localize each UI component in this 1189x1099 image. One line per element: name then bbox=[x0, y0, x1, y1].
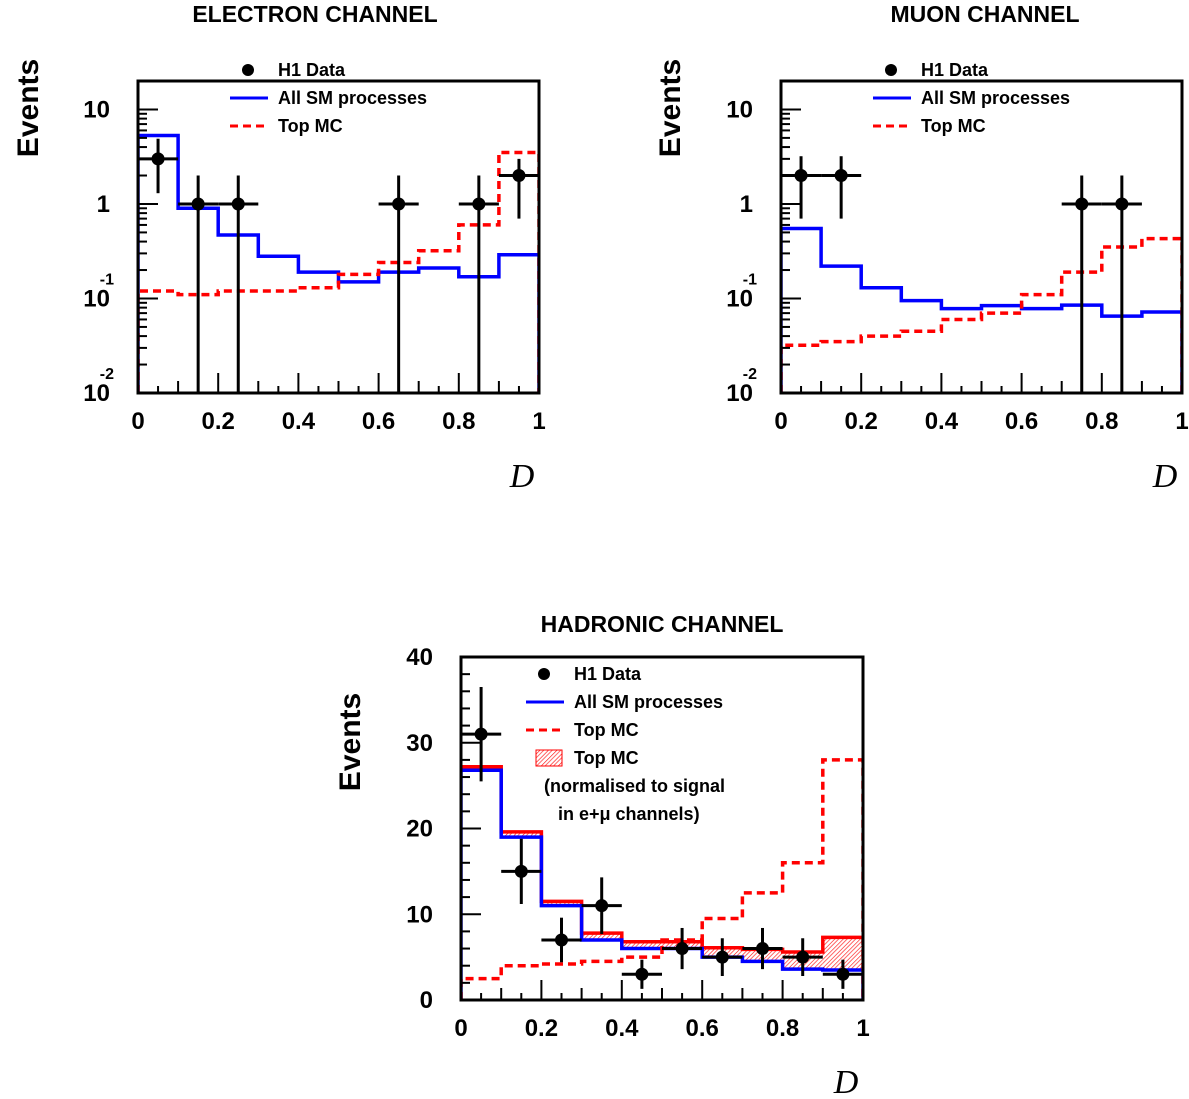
hadronic-channel-panel: HADRONIC CHANNEL Events D 0 0.2 0.4 0.6 0.8 1… bbox=[334, 611, 870, 1099]
x-tick-label: 1 bbox=[1175, 408, 1188, 435]
data-point bbox=[555, 933, 568, 947]
legend-data-marker bbox=[885, 64, 897, 76]
data-point bbox=[796, 950, 810, 964]
legend-label: H1 Data bbox=[574, 664, 642, 684]
y-tick-label: 1 bbox=[97, 191, 110, 218]
legend-data-marker bbox=[538, 668, 550, 680]
legend-label: Top MC bbox=[921, 116, 986, 136]
x-tick-label: 1 bbox=[856, 1015, 869, 1042]
panel-title: HADRONIC CHANNEL bbox=[541, 611, 784, 637]
data-point bbox=[595, 899, 609, 913]
data-point bbox=[474, 727, 488, 741]
y-axis-label: Events bbox=[654, 59, 687, 157]
y-tick-label: 10 bbox=[83, 96, 110, 123]
data-point bbox=[514, 864, 528, 878]
legend-label: All SM processes bbox=[278, 88, 427, 108]
electron-channel-panel: ELECTRON CHANNEL Events D 0 0.2 0.4 0.6 0.8 1… bbox=[12, 1, 546, 495]
legend-band-swatch bbox=[535, 749, 563, 767]
data-point bbox=[191, 197, 205, 211]
y-axis-label: Events bbox=[12, 59, 45, 157]
legend-label: (normalised to signal bbox=[544, 776, 725, 796]
y-tick-label: 30 bbox=[406, 730, 433, 757]
top-mc-line bbox=[138, 150, 539, 393]
y-tick-label: 10 bbox=[83, 285, 110, 312]
x-tick-label: 0.8 bbox=[1085, 408, 1118, 435]
x-tick-label: 0.6 bbox=[686, 1015, 719, 1042]
legend-label: Top MC bbox=[574, 720, 639, 740]
legend-label: All SM processes bbox=[574, 692, 723, 712]
data-point bbox=[675, 942, 689, 956]
x-tick-label: 0.2 bbox=[845, 408, 878, 435]
legend-data-marker bbox=[242, 64, 254, 76]
data-point bbox=[1115, 197, 1129, 211]
y-tick-label: 40 bbox=[406, 644, 433, 671]
y-tick-label: 10 bbox=[726, 285, 753, 312]
x-tick-label: 0 bbox=[774, 408, 787, 435]
data-point bbox=[756, 942, 769, 956]
band-bin bbox=[501, 831, 542, 838]
x-tick-label: 0 bbox=[131, 408, 144, 435]
data-point bbox=[1075, 197, 1089, 211]
x-tick-label: 0.4 bbox=[605, 1015, 639, 1042]
x-tick-label: 0.8 bbox=[442, 408, 475, 435]
y-tick-label: 1 bbox=[740, 191, 753, 218]
y-tick-label: 10 bbox=[726, 96, 753, 123]
data-point bbox=[794, 169, 808, 183]
plot-inner bbox=[138, 133, 539, 393]
band-bin bbox=[541, 901, 582, 906]
panel-title: MUON CHANNEL bbox=[890, 1, 1079, 27]
x-tick-label: 1 bbox=[532, 408, 545, 435]
x-tick-label: 0 bbox=[454, 1015, 467, 1042]
data-point bbox=[231, 197, 245, 211]
legend-label: H1 Data bbox=[921, 60, 989, 80]
x-tick-label: 0.4 bbox=[925, 408, 959, 435]
plot-inner bbox=[781, 156, 1182, 393]
muon-channel-panel: MUON CHANNEL Events D 0 0.2 0.4 0.6 0.8 110-2… bbox=[654, 1, 1189, 495]
legend-label: in e+μ channels) bbox=[558, 804, 700, 824]
y-tick-label: 0 bbox=[420, 987, 433, 1014]
data-point bbox=[512, 169, 526, 183]
data-point bbox=[836, 967, 850, 981]
y-tick-label: 10 bbox=[83, 380, 110, 407]
x-axis-label: D bbox=[833, 1064, 859, 1099]
x-tick-label: 0.2 bbox=[525, 1015, 558, 1042]
x-tick-label: 0.6 bbox=[1005, 408, 1038, 435]
y-tick-exponent: -1 bbox=[100, 271, 114, 288]
band-bin bbox=[581, 933, 622, 940]
y-tick-exponent: -1 bbox=[743, 271, 757, 288]
legend-label: All SM processes bbox=[921, 88, 1070, 108]
y-tick-label: 10 bbox=[726, 380, 753, 407]
y-tick-label: 20 bbox=[406, 816, 433, 843]
y-tick-exponent: -2 bbox=[743, 366, 757, 383]
x-tick-label: 0.4 bbox=[282, 408, 316, 435]
y-tick-exponent: -2 bbox=[100, 366, 114, 383]
data-point bbox=[151, 152, 165, 166]
legend-label: H1 Data bbox=[278, 60, 346, 80]
x-tick-label: 0.2 bbox=[202, 408, 235, 435]
data-point bbox=[715, 950, 729, 964]
y-axis-label: Events bbox=[334, 693, 367, 791]
y-tick-label: 10 bbox=[406, 901, 433, 928]
data-point bbox=[834, 169, 848, 183]
x-tick-label: 0.8 bbox=[766, 1015, 799, 1042]
data-point bbox=[472, 197, 486, 211]
data-point bbox=[635, 967, 649, 981]
x-tick-label: 0.6 bbox=[362, 408, 395, 435]
legend-label: Top MC bbox=[278, 116, 343, 136]
band-bin bbox=[621, 941, 662, 949]
panel-title: ELECTRON CHANNEL bbox=[192, 1, 437, 27]
legend-label: Top MC bbox=[574, 748, 639, 768]
x-axis-label: D bbox=[509, 458, 535, 495]
data-point bbox=[392, 197, 406, 211]
x-axis-label: D bbox=[1152, 458, 1178, 495]
plot-inner bbox=[461, 687, 863, 1000]
